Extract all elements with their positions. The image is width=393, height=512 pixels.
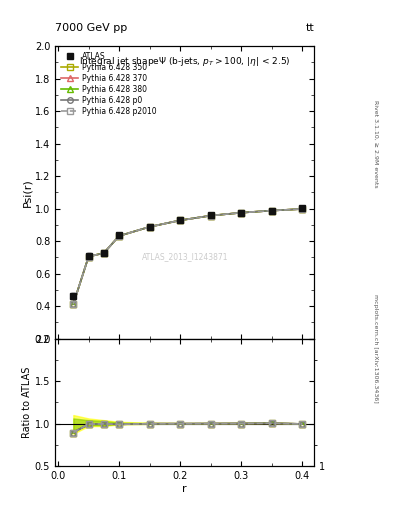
Text: 7000 GeV pp: 7000 GeV pp (55, 23, 127, 33)
Text: Rivet 3.1.10, ≥ 2.9M events: Rivet 3.1.10, ≥ 2.9M events (373, 99, 378, 187)
Legend: ATLAS, Pythia 6.428 350, Pythia 6.428 370, Pythia 6.428 380, Pythia 6.428 p0, Py: ATLAS, Pythia 6.428 350, Pythia 6.428 37… (59, 50, 159, 118)
Text: ATLAS_2013_I1243871: ATLAS_2013_I1243871 (141, 252, 228, 261)
Text: tt: tt (306, 23, 314, 33)
Text: Integral jet shape$\Psi$ (b-jets, $p_T$$>$100, $|\eta|$ < 2.5): Integral jet shape$\Psi$ (b-jets, $p_T$$… (79, 55, 290, 68)
Y-axis label: Ratio to ATLAS: Ratio to ATLAS (22, 367, 32, 438)
X-axis label: r: r (182, 483, 187, 494)
Y-axis label: Psi(r): Psi(r) (22, 178, 32, 207)
Text: mcplots.cern.ch [arXiv:1306.3436]: mcplots.cern.ch [arXiv:1306.3436] (373, 294, 378, 402)
